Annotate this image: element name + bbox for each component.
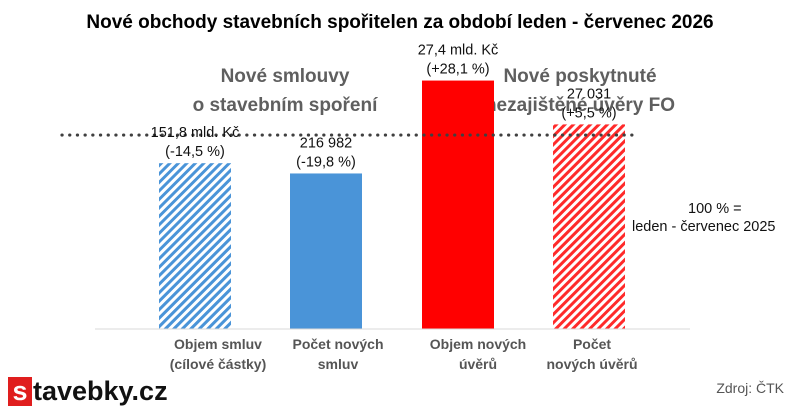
category-label-volume-loans: Objem nových úvěrů xyxy=(429,336,527,372)
bar-volume-contracts xyxy=(159,163,231,329)
bar-volume-loans xyxy=(422,80,494,330)
category-label-count-loans: Počet nových úvěrů xyxy=(546,336,638,372)
reference-line-label: 100 % = leden - červenec 2025 xyxy=(632,201,776,235)
data-label: 216 982 (-19,8 %) xyxy=(296,135,356,170)
category-label-volume-contracts: Objem smluv (cílové částky) xyxy=(169,336,267,372)
data-label: 151,8 mld. Kč (-14,5 %) xyxy=(151,125,240,160)
bar-count-contracts xyxy=(290,173,362,329)
source-note: Zdroj: ČTK xyxy=(716,380,784,396)
logo-text: tavebky.cz xyxy=(33,376,168,406)
bar-count-loans xyxy=(553,124,625,329)
chart-title: Nové obchody stavebních spořitelen za ob… xyxy=(86,12,714,33)
group-title-unsecured-loans: Nové poskytnuté nezajištěné úvěry FO xyxy=(484,66,676,116)
group-title-savings-contracts: Nové smlouvy o stavebním spoření xyxy=(192,66,378,116)
stavebky-logo: s tavebky.cz xyxy=(8,376,168,407)
logo-initial: s xyxy=(8,377,32,406)
data-label: 27,4 mld. Kč (+28,1 %) xyxy=(418,43,499,78)
data-label: 27 031 (+5,5 %) xyxy=(561,86,616,121)
category-label-count-contracts: Počet nových smluv xyxy=(292,336,384,372)
